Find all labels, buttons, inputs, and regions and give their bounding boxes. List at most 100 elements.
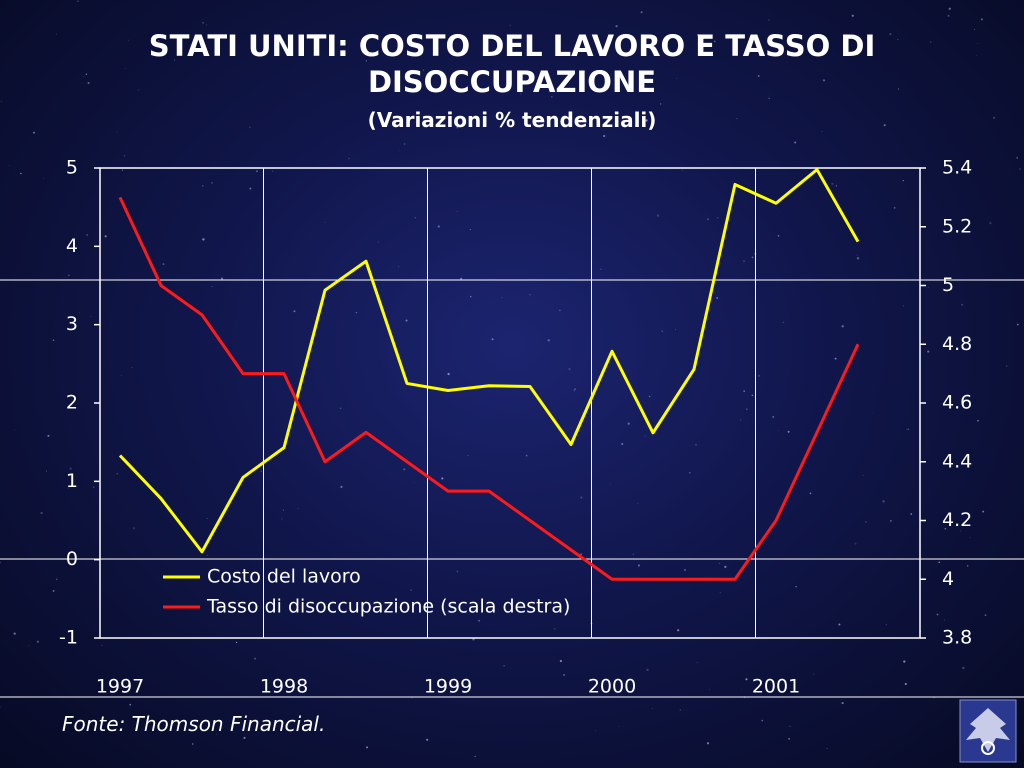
logo-eagle bbox=[966, 708, 1010, 752]
star bbox=[856, 254, 858, 256]
star bbox=[982, 510, 985, 513]
star bbox=[910, 513, 913, 515]
star bbox=[637, 564, 641, 567]
star bbox=[365, 60, 367, 62]
star bbox=[399, 149, 400, 151]
star bbox=[741, 689, 742, 691]
star bbox=[646, 668, 649, 671]
star bbox=[467, 454, 469, 456]
star bbox=[930, 41, 932, 43]
star bbox=[677, 629, 680, 632]
y-tick-label: 4 bbox=[66, 235, 78, 257]
star bbox=[1016, 156, 1019, 159]
star bbox=[872, 412, 873, 414]
star bbox=[324, 222, 326, 224]
star bbox=[162, 263, 165, 266]
star bbox=[584, 123, 586, 125]
star bbox=[897, 38, 899, 40]
star bbox=[692, 154, 693, 155]
star bbox=[713, 40, 716, 43]
star bbox=[410, 589, 412, 591]
star bbox=[694, 443, 698, 446]
star bbox=[683, 568, 686, 572]
star bbox=[397, 266, 400, 268]
star bbox=[976, 55, 978, 57]
star bbox=[973, 29, 975, 31]
star bbox=[447, 372, 450, 376]
star bbox=[568, 367, 571, 371]
star bbox=[130, 366, 133, 369]
star bbox=[282, 509, 284, 511]
star bbox=[55, 33, 57, 35]
star bbox=[68, 274, 70, 277]
star bbox=[761, 719, 764, 722]
star bbox=[907, 428, 909, 430]
star bbox=[768, 19, 770, 21]
star bbox=[0, 561, 1, 564]
star bbox=[841, 701, 844, 705]
chart-subtitle: (Variazioni % tendenziali) bbox=[367, 108, 657, 132]
star bbox=[751, 394, 754, 397]
star bbox=[984, 614, 987, 617]
star bbox=[403, 468, 406, 471]
star bbox=[938, 561, 941, 564]
star bbox=[174, 59, 176, 61]
star bbox=[838, 623, 841, 626]
legend-label: Tasso di disoccupazione (scala destra) bbox=[206, 596, 570, 618]
star bbox=[865, 521, 867, 523]
star bbox=[132, 527, 136, 530]
x-tick-label: 1999 bbox=[424, 676, 472, 698]
star bbox=[281, 518, 283, 520]
star bbox=[651, 707, 653, 709]
star bbox=[787, 430, 790, 433]
star bbox=[469, 229, 471, 231]
star bbox=[157, 40, 160, 42]
star bbox=[40, 511, 43, 515]
star bbox=[260, 470, 262, 472]
star bbox=[637, 503, 639, 504]
star bbox=[249, 126, 251, 128]
star bbox=[889, 33, 892, 36]
star bbox=[243, 736, 246, 739]
star bbox=[656, 214, 660, 217]
x-tick-label: 2001 bbox=[752, 676, 800, 698]
y2-tick-label: 5.4 bbox=[942, 157, 972, 179]
star bbox=[706, 742, 710, 745]
star bbox=[944, 619, 945, 621]
star bbox=[547, 339, 550, 342]
star bbox=[366, 746, 369, 749]
star bbox=[413, 482, 415, 483]
star bbox=[826, 747, 828, 749]
star bbox=[580, 496, 583, 499]
star bbox=[904, 682, 907, 686]
star bbox=[8, 165, 10, 167]
star bbox=[1006, 365, 1008, 367]
star bbox=[736, 118, 738, 120]
star bbox=[809, 492, 812, 495]
star bbox=[746, 408, 748, 410]
star bbox=[851, 14, 854, 17]
star bbox=[777, 430, 779, 431]
star bbox=[966, 564, 969, 567]
star bbox=[456, 126, 459, 129]
star bbox=[980, 18, 983, 21]
star bbox=[960, 530, 962, 532]
star bbox=[211, 286, 213, 288]
star bbox=[87, 82, 90, 84]
star bbox=[718, 562, 721, 565]
y-tick-label: -1 bbox=[59, 627, 78, 649]
star bbox=[460, 277, 463, 280]
star bbox=[854, 542, 857, 545]
star bbox=[293, 310, 296, 313]
star bbox=[1019, 168, 1021, 170]
series-line bbox=[118, 196, 860, 581]
star bbox=[67, 487, 70, 489]
star bbox=[456, 211, 458, 213]
star bbox=[456, 570, 459, 573]
star bbox=[220, 277, 224, 280]
star bbox=[202, 238, 205, 241]
star bbox=[885, 624, 887, 626]
star bbox=[525, 454, 528, 457]
star bbox=[615, 25, 618, 28]
